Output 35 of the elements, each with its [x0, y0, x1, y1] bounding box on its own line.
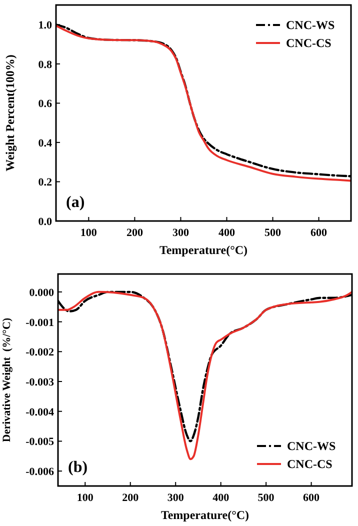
- x-axis-title: Temperature(°C): [159, 243, 248, 257]
- x-tick-label: 100: [80, 227, 98, 239]
- x-tick-label: 500: [264, 227, 282, 239]
- x-tick-label: 300: [172, 227, 190, 239]
- x-tick-label: 300: [167, 492, 184, 504]
- x-tick-label: 200: [126, 227, 144, 239]
- x-tick-label: 400: [218, 227, 236, 239]
- y-tick-label: -0.005: [26, 436, 54, 448]
- y-tick-label: -0.002: [26, 346, 54, 359]
- y-tick-label: 0.6: [38, 98, 52, 110]
- annotation: (a): [66, 194, 85, 211]
- y-tick-label: 0.2: [38, 176, 52, 189]
- annotation: (b): [68, 459, 88, 476]
- y-tick-label: 0.000: [29, 286, 54, 299]
- legend-label: CNC-CS: [287, 457, 333, 471]
- y-tick-label: 0.4: [38, 137, 52, 150]
- y-axis-title: Derivative Weight (%/°C): [1, 318, 13, 442]
- x-tick-label: 600: [303, 492, 320, 504]
- y-tick-label: -0.006: [26, 466, 54, 478]
- x-tick-label: 100: [76, 492, 94, 504]
- y-axis-title: Weight Percent(100%): [3, 54, 17, 172]
- x-axis-title: Temperature(°C): [160, 508, 250, 522]
- x-tick-label: 200: [122, 492, 140, 504]
- y-tick-label: -0.004: [26, 406, 54, 418]
- y-tick-label: 0.0: [38, 216, 52, 228]
- x-tick-label: 500: [258, 492, 275, 504]
- x-tick-label: 400: [212, 492, 230, 504]
- legend-label: CNC-WS: [287, 439, 336, 453]
- y-tick-label: 0.8: [38, 58, 52, 71]
- y-tick-label: -0.001: [26, 316, 54, 329]
- x-tick-label: 600: [310, 227, 328, 239]
- legend-label: CNC-CS: [286, 36, 332, 50]
- y-tick-label: -0.003: [26, 376, 54, 388]
- legend-label: CNC-WS: [286, 18, 335, 32]
- y-tick-label: 1.0: [38, 20, 52, 32]
